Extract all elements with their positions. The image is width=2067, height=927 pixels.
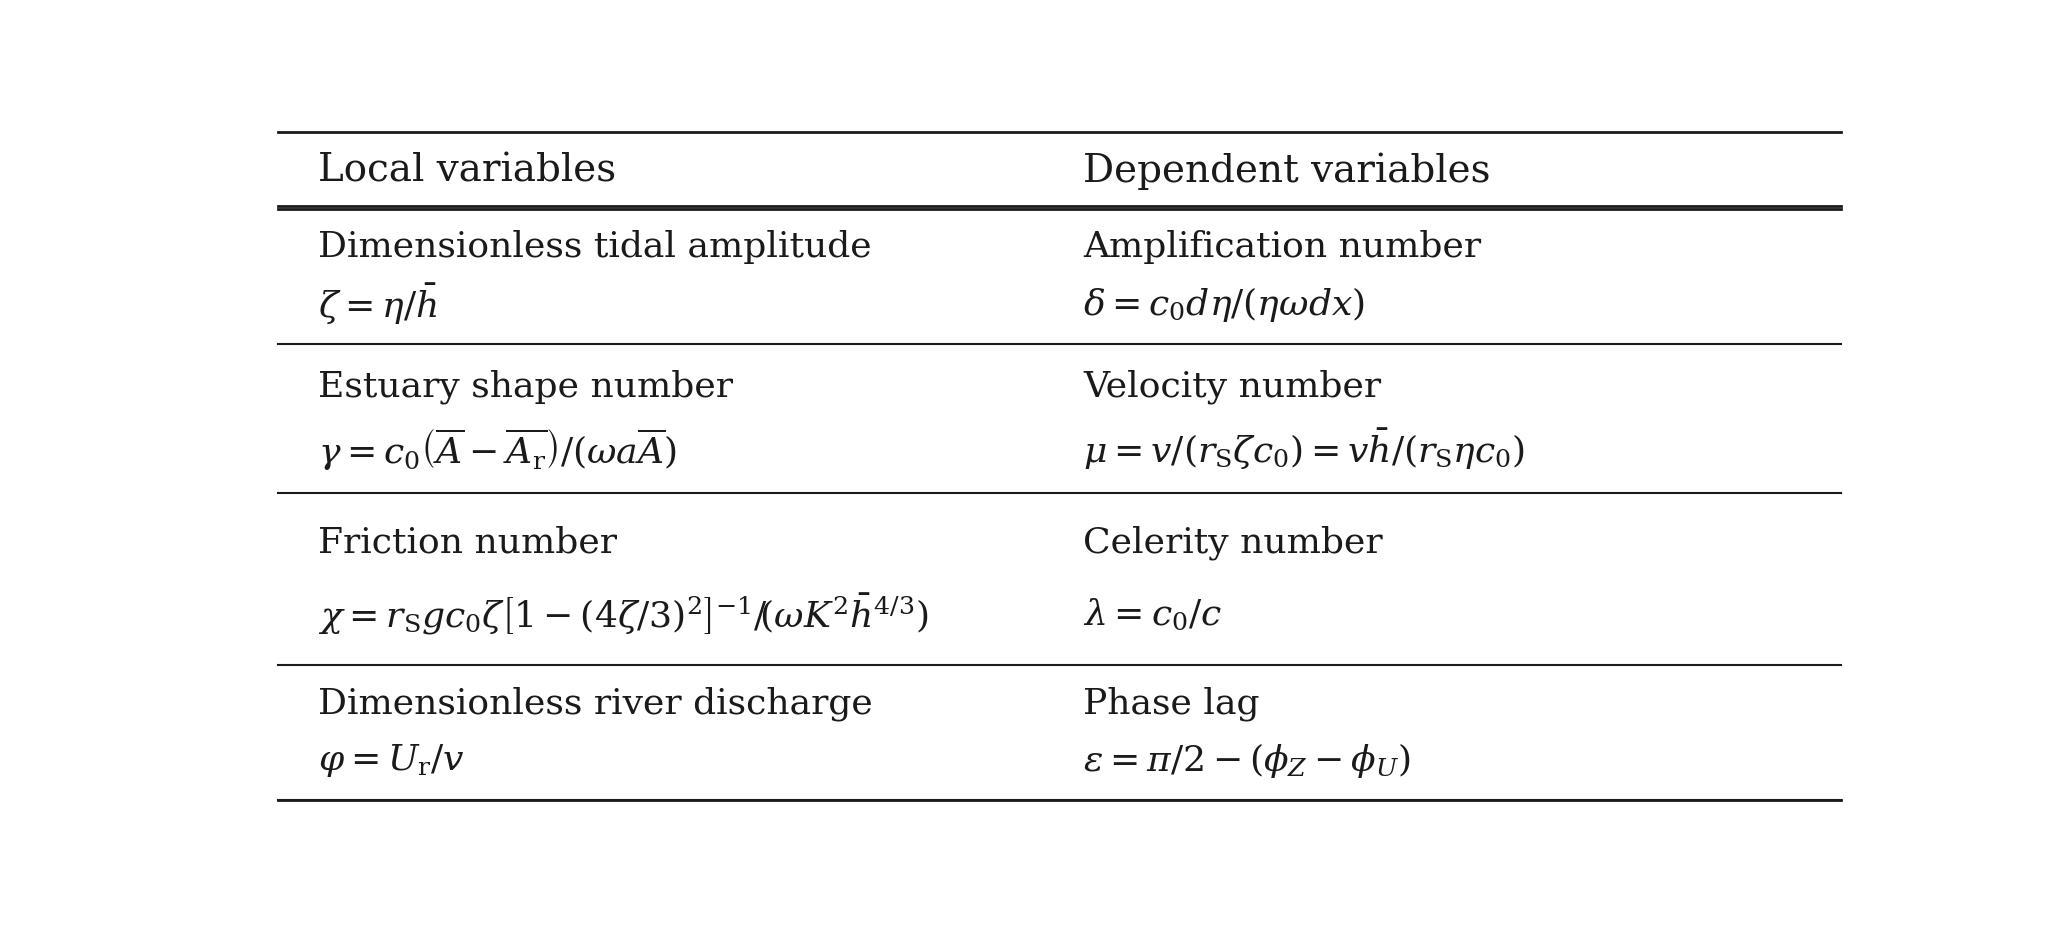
Text: $\lambda = c_0/c$: $\lambda = c_0/c$ [1083,596,1222,631]
Text: Dependent variables: Dependent variables [1083,152,1490,190]
Text: $\varphi = U_{\mathrm{r}}/v$: $\varphi = U_{\mathrm{r}}/v$ [318,741,465,778]
Text: $\zeta = \eta/\bar{h}$: $\zeta = \eta/\bar{h}$ [318,281,436,326]
Text: $\chi = r_{\mathrm{S}}g c_0\zeta\left[1-(4\zeta/3)^2\right]^{-1}/\!\left(\omega : $\chi = r_{\mathrm{S}}g c_0\zeta\left[1-… [318,591,928,637]
Text: Friction number: Friction number [318,525,616,559]
Text: Velocity number: Velocity number [1083,369,1381,403]
Text: $\mu = v/(r_{\mathrm{S}}\zeta c_0) = v\bar{h}/(r_{\mathrm{S}}\eta c_0)$: $\mu = v/(r_{\mathrm{S}}\zeta c_0) = v\b… [1083,426,1525,472]
Text: Phase lag: Phase lag [1083,686,1261,720]
Text: Local variables: Local variables [318,153,616,189]
Text: Amplification number: Amplification number [1083,230,1482,264]
Text: Celerity number: Celerity number [1083,525,1383,559]
Text: $\gamma = c_0\left(\overline{A} - \overline{A_{\mathrm{r}}}\right)/(\omega a\ove: $\gamma = c_0\left(\overline{A} - \overl… [318,425,676,472]
Text: Dimensionless river discharge: Dimensionless river discharge [318,686,872,720]
Text: Dimensionless tidal amplitude: Dimensionless tidal amplitude [318,230,872,264]
Text: $\varepsilon = \pi/2 - (\phi_Z - \phi_U)$: $\varepsilon = \pi/2 - (\phi_Z - \phi_U)… [1083,740,1412,779]
Text: Estuary shape number: Estuary shape number [318,369,732,403]
Text: $\delta = c_0 d\eta/(\eta\omega dx)$: $\delta = c_0 d\eta/(\eta\omega dx)$ [1083,285,1364,324]
